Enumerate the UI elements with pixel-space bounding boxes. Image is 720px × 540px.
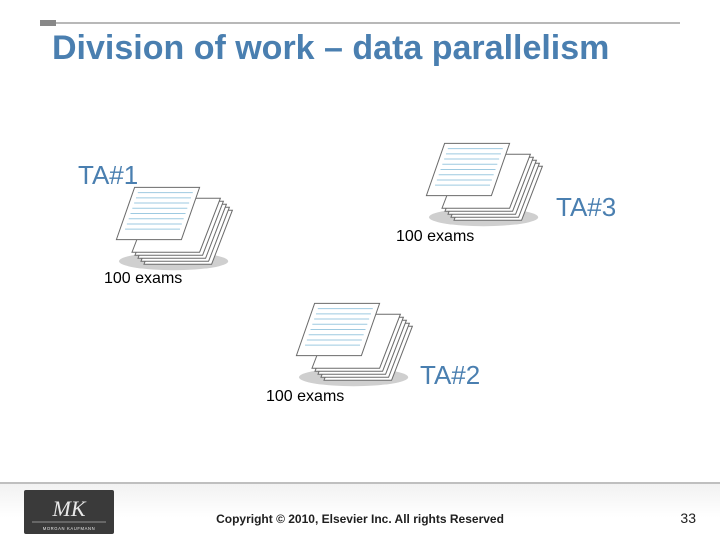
ta2-caption: 100 exams: [266, 388, 344, 406]
paper-stack-icon: [106, 182, 236, 272]
slide-title: Division of work – data parallelism: [52, 28, 612, 68]
paper-stack-icon: [416, 138, 546, 228]
copyright-text: Copyright © 2010, Elsevier Inc. All righ…: [0, 512, 720, 526]
slide: Division of work – data parallelism TA#1…: [0, 0, 720, 540]
svg-text:MORGAN KAUFMANN: MORGAN KAUFMANN: [43, 526, 96, 531]
stack-group-ta2: TA#2 100 exams: [250, 290, 580, 460]
title-accent: [40, 20, 56, 26]
ta3-caption: 100 exams: [396, 228, 474, 246]
paper-stack-icon: [286, 298, 416, 388]
ta1-caption: 100 exams: [104, 270, 182, 288]
stack-group-ta3: TA#3 100 exams: [380, 130, 710, 300]
ta2-label: TA#2: [420, 360, 480, 391]
ta3-label: TA#3: [556, 192, 616, 223]
title-rule: [40, 22, 680, 24]
page-number: 33: [680, 510, 696, 526]
